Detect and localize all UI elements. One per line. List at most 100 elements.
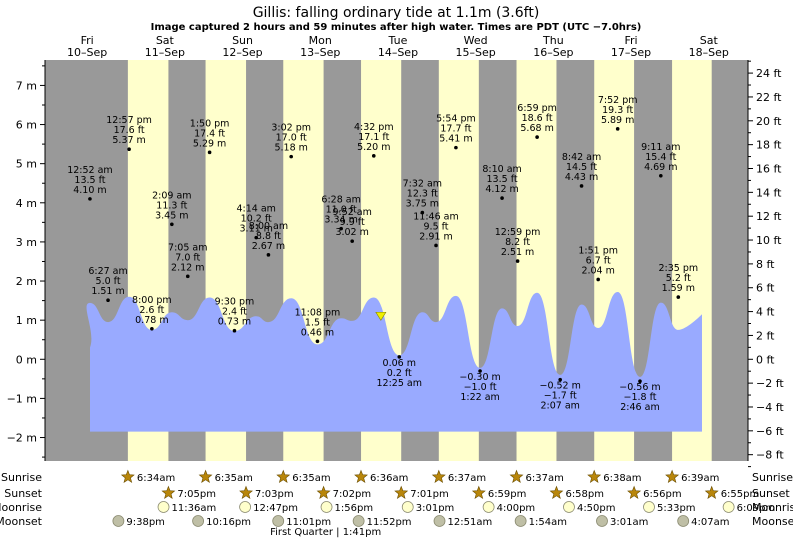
moonset-icon [352,515,365,527]
tide-label-time: 4:14 am [237,204,276,215]
tide-label-m: 5.20 m [357,142,390,153]
moonrise-icon [401,501,414,513]
moonset-icon [272,515,285,527]
moonset-time: 9:38pm [126,517,165,528]
tide-label-ft: 5.2 ft [666,273,691,284]
tide-label-time: 6:28 am [321,195,360,206]
day-date: 11–Sep [145,46,185,59]
row-label-left: Moonset [0,515,43,528]
right-tick-label: 18 ft [756,139,782,152]
chart-subtitle: Image captured 2 hours and 59 minutes af… [151,22,642,33]
right-tick-label: −8 ft [756,449,784,462]
tide-label-ft: 12.3 ft [407,189,438,200]
tide-label-time: 8:10 am [482,164,521,175]
right-tick-label: 0 ft [756,353,775,366]
sunrise-time: 6:35am [292,473,330,484]
tide-label-time: 2:35 pm [658,263,698,274]
tide-label-m: 3.45 m [155,210,188,221]
tide-label-ft: −1.7 ft [544,391,577,402]
current-level-marker [375,311,387,321]
moonset-icon [514,515,527,527]
tide-label-time: 5:54 pm [436,114,476,125]
tide-label-m: 1.59 m [662,283,695,294]
tide-point [500,196,504,200]
tide-label-m: 2.51 m [501,247,534,258]
sunset-icon [239,485,253,499]
sunset-time: 7:05pm [177,489,216,500]
tide-label-ft: 15.4 ft [645,152,676,163]
tide-label-ft: 9.9 ft [340,217,365,228]
sunrise-icon [354,469,368,483]
day-date: 18–Sep [689,46,729,59]
axes: −2 m −1 m 0 m 1 m 2 m 3 m 4 m 5 m 6 m 7 m −8 ft −6 … [7,34,784,468]
tide-point [515,259,520,263]
tide-label-time: 1:22 am [460,392,499,403]
tide-label-time: 12:59 pm [495,227,541,238]
moonrise-icon [320,501,333,513]
tide-label-time: 8:00 am [249,221,288,232]
tide-point [535,135,539,139]
tide-label-ft: 2.6 ft [139,305,164,316]
tide-point [266,253,271,257]
tide-label-m: 3.11 m [240,224,273,235]
day-name: Fri [81,34,94,47]
day-name: Wed [464,34,488,47]
tide-label-m: 3.34 m [324,215,357,226]
tide-label-m: 5.41 m [439,134,472,145]
row-label-left: Sunrise [1,471,42,484]
moonrise-icon [563,501,575,513]
row-label-right: Moonrise [752,501,793,514]
moonrise-icon [643,501,655,513]
moonrise-time: 1:56pm [335,503,374,514]
tide-point [371,154,376,158]
moonrise-time: 4:50pm [577,503,616,514]
tide-label-time: 8:42 am [562,152,601,163]
sunrise-icon [198,469,213,483]
sunrise-icon [665,469,680,483]
tide-label-m: 2.12 m [171,262,204,273]
right-tick-label: −4 ft [756,401,784,414]
tide-point [676,295,681,299]
tide-label-ft: 6.7 ft [586,255,611,266]
chart-title: Gillis: falling ordinary tide at 1.1m (3… [253,5,540,21]
day-name: Fri [624,34,637,47]
tide-label-time: 6:59 pm [517,103,557,114]
tide-label-ft: 17.7 ft [440,124,471,135]
tide-label-m: 5.37 m [112,135,145,146]
sunset-icon [549,485,564,499]
tide-label-time: 7:52 pm [598,95,638,106]
tide-label-m: 4.69 m [644,162,677,173]
tide-point [315,339,320,344]
row-label-left: Moonrise [0,501,42,514]
tide-point [289,154,293,159]
moonrise-icon [482,501,495,513]
right-tick-label: 22 ft [756,91,782,104]
sunrise-time: 6:37am [526,473,564,484]
right-tick-label: 20 ft [756,115,782,128]
day-name: Mon [309,34,332,47]
water-level-area [86,292,702,432]
moonset-time: 4:07am [691,517,729,528]
moonrise-icon [157,501,170,513]
day-name: Sat [156,34,175,47]
sunset-icon [316,485,331,499]
tide-label-m: 0.78 m [135,315,168,326]
sunset-icon [627,485,642,499]
tide-label-time: 3:02 pm [271,123,311,134]
tide-label-m: 5.89 m [601,115,634,126]
moonset-time: 11:01pm [286,517,331,528]
tide-label-time: 2:07 am [540,401,579,412]
moonrise-time: 5:33pm [657,503,696,514]
tide-point [207,150,212,155]
day-date: 12–Sep [222,46,262,59]
sunset-icon [394,485,409,499]
tide-point [339,226,343,231]
tide-point [579,184,584,188]
tide-label-ft: 1.5 ft [305,317,330,328]
day-date: 14–Sep [378,46,418,59]
tide-label-time: 11:46 am [413,211,458,222]
tide-point [615,127,620,131]
tide-label-m: 4.12 m [485,184,518,195]
